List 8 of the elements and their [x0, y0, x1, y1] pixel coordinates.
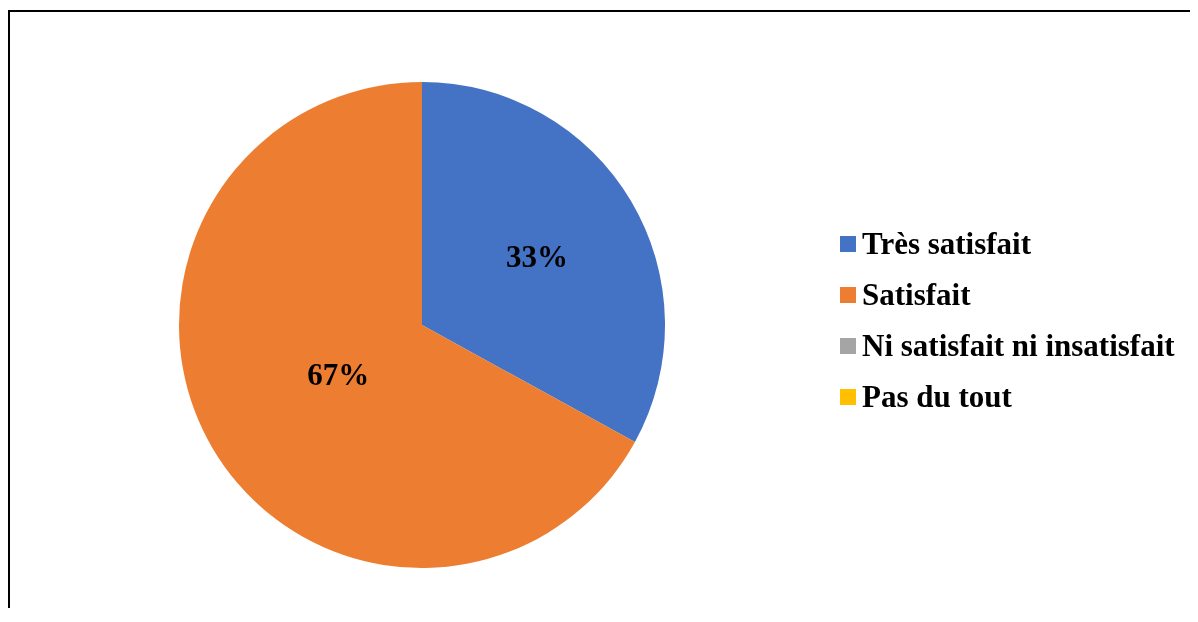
legend-label: Très satisfait [862, 225, 1032, 262]
legend-label: Satisfait [862, 276, 971, 313]
legend-label: Pas du tout [862, 378, 1012, 415]
legend-label: Ni satisfait ni insatisfait [862, 327, 1175, 364]
pie-slice [422, 82, 665, 443]
data-label: 33% [506, 239, 569, 275]
pie-slice [179, 82, 635, 568]
data-label: 67% [307, 356, 370, 392]
